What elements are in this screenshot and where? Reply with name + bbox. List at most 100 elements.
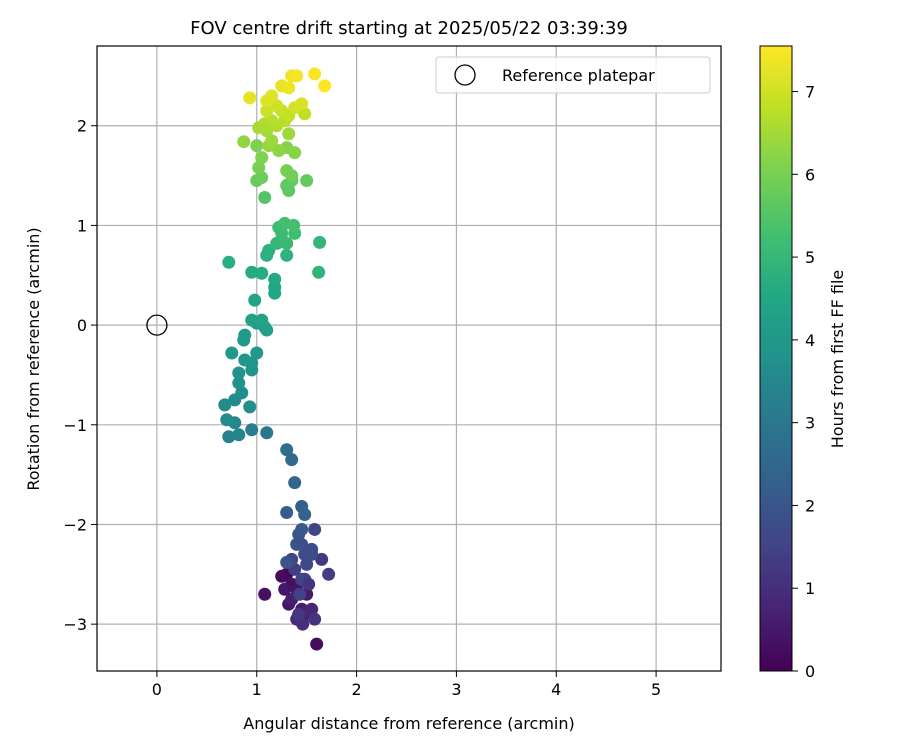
y-axis-label: Rotation from reference (arcmin): [24, 227, 43, 490]
data-point: [258, 587, 272, 601]
colorbar-tick-label: 0: [805, 662, 815, 681]
data-point: [308, 67, 322, 81]
y-axis-ticks: −3 −2 −1 0 1 2: [63, 117, 97, 634]
x-axis-label: Angular distance from reference (arcmin): [243, 714, 574, 733]
data-point: [312, 265, 326, 279]
colorbar-ticks: 0 1 2 3 4 5 6 7: [792, 83, 815, 681]
y-tick-label: −1: [63, 416, 87, 435]
data-point: [225, 346, 239, 360]
y-tick-label: 2: [77, 117, 87, 136]
data-point: [300, 557, 314, 571]
grid-lines: [97, 46, 721, 671]
colorbar-tick-label: 3: [805, 414, 815, 433]
data-point: [282, 127, 296, 141]
data-point: [265, 114, 279, 128]
colorbar: [759, 45, 793, 672]
data-point: [255, 266, 269, 280]
data-point: [260, 426, 274, 440]
data-point: [305, 602, 319, 616]
data-point: [285, 453, 299, 467]
data-point: [232, 366, 246, 380]
legend: Reference platepar: [435, 56, 711, 94]
data-point: [310, 637, 324, 651]
data-point: [255, 313, 269, 327]
data-point: [292, 607, 306, 621]
data-point: [322, 567, 336, 581]
colorbar-tick-label: 2: [805, 496, 815, 515]
x-axis-ticks: 0 1 2 3 4 5: [152, 671, 661, 699]
chart-title: FOV centre drift starting at 2025/05/22 …: [190, 18, 628, 39]
data-point: [288, 476, 302, 490]
data-point: [237, 135, 251, 149]
legend-box: [435, 56, 711, 94]
data-point: [280, 443, 294, 457]
x-tick-label: 1: [252, 680, 262, 699]
data-point: [270, 99, 284, 113]
x-tick-label: 2: [351, 680, 361, 699]
y-tick-label: −2: [63, 515, 87, 534]
data-point: [280, 555, 294, 569]
data-point: [232, 428, 246, 442]
data-point: [260, 323, 274, 337]
x-tick-label: 0: [152, 680, 162, 699]
data-point: [290, 69, 304, 83]
data-point: [288, 146, 302, 160]
data-point: [280, 248, 294, 262]
data-point: [295, 522, 309, 536]
colorbar-tick-label: 4: [805, 331, 815, 350]
y-tick-label: −3: [63, 615, 87, 634]
data-point: [245, 423, 259, 437]
data-point: [305, 547, 319, 561]
colorbar-label: Hours from first FF file: [828, 270, 847, 449]
y-tick-label: 0: [77, 316, 87, 335]
data-point: [282, 81, 296, 95]
data-point: [250, 346, 264, 360]
colorbar-tick-label: 1: [805, 579, 815, 598]
data-point: [258, 191, 272, 205]
colorbar-tick-label: 5: [805, 248, 815, 267]
data-point: [268, 272, 282, 286]
data-point: [278, 582, 292, 596]
data-point: [308, 522, 322, 536]
data-point: [238, 328, 252, 342]
data-point: [308, 612, 322, 626]
data-point: [248, 293, 262, 307]
data-point: [287, 218, 301, 232]
data-point: [315, 552, 329, 566]
x-tick-label: 3: [451, 680, 461, 699]
data-point: [245, 313, 259, 327]
data-point: [293, 587, 307, 601]
data-point: [235, 386, 249, 400]
data-point: [243, 91, 257, 105]
data-point: [222, 430, 236, 444]
data-point: [298, 508, 312, 522]
colorbar-tick-label: 6: [805, 165, 815, 184]
data-point: [298, 107, 312, 121]
data-point: [272, 144, 286, 158]
colorbar-tick-label: 7: [805, 83, 815, 102]
data-point: [318, 79, 332, 93]
legend-entry-reference: Reference platepar: [502, 66, 655, 85]
x-tick-label: 4: [551, 680, 561, 699]
data-point: [243, 400, 257, 414]
data-point: [245, 265, 259, 279]
data-point: [300, 174, 314, 188]
data-point: [313, 235, 327, 249]
data-point: [255, 151, 269, 165]
reference-point: [146, 314, 168, 336]
data-point: [260, 104, 274, 118]
x-tick-label: 5: [651, 680, 661, 699]
data-point: [220, 413, 234, 427]
data-point: [280, 506, 294, 520]
reference-point-layer: [146, 314, 168, 336]
data-point: [238, 353, 252, 367]
data-point: [232, 376, 246, 390]
data-point: [296, 617, 310, 631]
data-point: [252, 161, 266, 175]
data-point: [295, 97, 309, 111]
data-point: [265, 89, 279, 103]
data-point: [275, 569, 289, 583]
data-point: [265, 134, 279, 148]
data-point: [270, 236, 284, 250]
